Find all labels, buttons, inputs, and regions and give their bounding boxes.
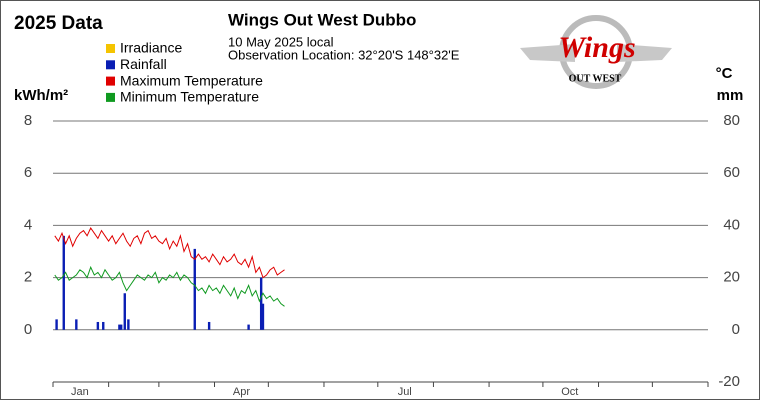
y2-tick-label: 60 <box>723 164 740 181</box>
legend-swatch <box>106 92 115 102</box>
y2-tick-label: 40 <box>723 216 740 233</box>
legend-label: Maximum Temperature <box>120 72 263 88</box>
logo-text: Wings <box>558 31 635 64</box>
legend-label: Minimum Temperature <box>120 89 259 105</box>
legend-swatch <box>106 44 115 53</box>
x-tick-label: Apr <box>233 386 250 398</box>
rain-bar <box>207 321 211 330</box>
rain-bar <box>261 303 265 330</box>
rain-bar <box>127 319 130 330</box>
y2-tick-label: -20 <box>718 373 740 390</box>
rain-bar <box>96 321 100 330</box>
legend-label: Rainfall <box>120 56 167 72</box>
rain-bar <box>62 235 65 330</box>
rain-bar <box>247 324 250 330</box>
rain-bar <box>118 324 121 330</box>
chart-title: Wings Out West Dubbo <box>228 10 416 29</box>
y2-tick-label: 20 <box>723 269 740 286</box>
legend-label: Irradiance <box>120 40 182 56</box>
y-tick-label: 2 <box>24 269 32 286</box>
logo: Wings OUT WEST <box>520 15 672 89</box>
y-tick-label: 8 <box>24 112 32 129</box>
logo-subtext: OUT WEST <box>569 73 622 84</box>
heading: 2025 Data <box>14 13 103 34</box>
x-tick-label: Jan <box>71 386 89 398</box>
y2-tick-label: 0 <box>732 321 740 338</box>
y-tick-label: 6 <box>24 164 32 181</box>
x-tick-label: Oct <box>561 386 578 398</box>
y-axis-label: kWh/m² <box>14 87 68 104</box>
y-tick-label: 0 <box>24 321 32 338</box>
rain-bar <box>193 248 196 330</box>
subtitle: Observation Location: 32°20'S 148°32'E <box>228 47 460 62</box>
rain-bar <box>259 277 263 330</box>
legend-swatch <box>106 60 115 70</box>
y-tick-label: 4 <box>24 216 32 233</box>
rain-bar <box>75 319 78 330</box>
y2-tick-label: 80 <box>723 112 740 129</box>
legend-swatch <box>106 76 115 86</box>
rain-bar <box>123 293 126 330</box>
subtitle: 10 May 2025 local <box>228 34 334 49</box>
series-line <box>54 226 285 279</box>
y2-axis-label: mm <box>717 87 744 104</box>
rain-bar <box>119 324 123 330</box>
logo-wings <box>520 44 672 62</box>
rain-bar <box>55 319 58 330</box>
x-tick-label: Jul <box>398 386 412 398</box>
rain-bar <box>102 321 105 330</box>
y2-axis-label: °C <box>716 65 733 82</box>
series-line <box>54 265 285 307</box>
